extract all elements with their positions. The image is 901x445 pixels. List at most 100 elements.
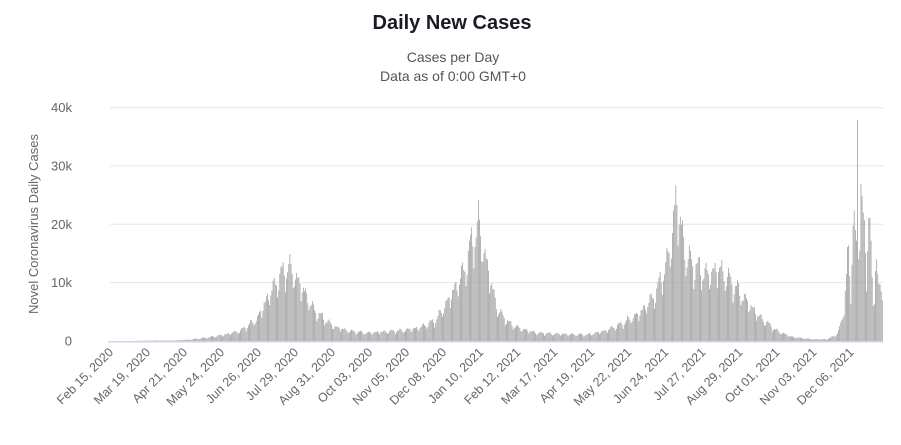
daily-cases-bar[interactable] [186,339,188,341]
daily-cases-bar[interactable] [722,271,724,341]
daily-cases-bar[interactable] [420,326,422,341]
daily-cases-bar[interactable] [589,333,590,341]
daily-cases-bar[interactable] [479,219,480,341]
daily-cases-bar[interactable] [372,333,374,341]
daily-cases-bar[interactable] [239,332,240,341]
daily-cases-bar[interactable] [486,259,488,341]
daily-cases-bar[interactable] [278,290,280,341]
daily-cases-bar[interactable] [326,322,328,341]
daily-cases-bar[interactable] [651,297,653,341]
daily-cases-bar[interactable] [701,289,703,341]
daily-cases-bar[interactable] [269,305,271,341]
daily-cases-bar[interactable] [600,332,602,341]
daily-cases-bar[interactable] [236,332,238,341]
daily-cases-bar[interactable] [675,185,677,341]
daily-cases-bar[interactable] [526,329,528,341]
daily-cases-bar[interactable] [535,333,536,341]
daily-cases-bar[interactable] [265,296,267,341]
daily-cases-bar[interactable] [672,232,673,341]
daily-cases-bar[interactable] [687,258,689,341]
daily-cases-bar[interactable] [198,339,200,341]
daily-cases-bar[interactable] [775,329,777,341]
daily-cases-bar[interactable] [679,216,681,341]
daily-cases-bar[interactable] [739,295,741,341]
daily-cases-bar[interactable] [306,293,308,341]
daily-cases-bar[interactable] [401,331,403,341]
daily-cases-bar[interactable] [398,330,400,341]
daily-cases-bar[interactable] [452,290,453,341]
daily-cases-bar[interactable] [641,309,643,341]
daily-cases-bar[interactable] [633,314,635,341]
daily-cases-bar[interactable] [546,333,548,341]
daily-cases-bar[interactable] [314,310,315,341]
daily-cases-bar[interactable] [774,329,775,341]
daily-cases-bar[interactable] [393,331,395,341]
daily-cases-bar[interactable] [194,338,195,341]
daily-cases-bar[interactable] [234,330,236,341]
daily-cases-bar[interactable] [803,339,805,341]
daily-cases-bar[interactable] [427,326,429,341]
daily-cases-bar[interactable] [837,333,838,341]
daily-cases-bar[interactable] [667,251,669,341]
daily-cases-bar[interactable] [824,339,826,341]
daily-cases-bar[interactable] [261,317,263,341]
daily-cases-bar[interactable] [264,301,266,341]
daily-cases-bar[interactable] [622,328,624,341]
daily-cases-bar[interactable] [378,332,379,341]
daily-cases-bar[interactable] [665,262,667,341]
daily-cases-bar[interactable] [547,333,549,341]
daily-cases-bar[interactable] [712,268,714,341]
daily-cases-bar[interactable] [787,336,789,341]
daily-cases-bar[interactable] [324,325,326,341]
daily-cases-bar[interactable] [473,268,475,341]
daily-cases-bar[interactable] [788,336,790,341]
daily-cases-bar[interactable] [248,325,249,341]
daily-cases-bar[interactable] [572,333,574,341]
daily-cases-bar[interactable] [172,340,174,341]
daily-cases-bar[interactable] [375,331,377,341]
daily-cases-bar[interactable] [213,336,214,341]
daily-cases-bar[interactable] [844,290,846,341]
daily-cases-bar[interactable] [241,328,243,341]
daily-cases-bar[interactable] [296,273,298,341]
daily-cases-bar[interactable] [639,315,641,341]
daily-cases-bar[interactable] [351,329,352,341]
daily-cases-bar[interactable] [798,337,800,341]
daily-cases-bar[interactable] [730,276,732,341]
daily-cases-bar[interactable] [738,283,740,341]
daily-cases-bar[interactable] [725,286,727,341]
daily-cases-bar[interactable] [758,316,760,341]
daily-cases-bar[interactable] [285,292,286,341]
daily-cases-bar[interactable] [655,302,657,341]
daily-cases-bar[interactable] [491,283,493,341]
daily-cases-bar[interactable] [379,334,381,341]
daily-cases-bar[interactable] [218,334,220,341]
daily-cases-bar[interactable] [811,339,812,341]
daily-cases-bar[interactable] [273,277,275,341]
daily-cases-bar[interactable] [826,339,828,341]
daily-cases-bar[interactable] [740,305,742,341]
daily-cases-bar[interactable] [414,328,415,341]
daily-cases-bar[interactable] [741,301,743,341]
daily-cases-bar[interactable] [476,221,478,341]
daily-cases-bar[interactable] [711,271,713,341]
daily-cases-bar[interactable] [384,331,386,341]
daily-cases-bar[interactable] [773,329,774,341]
daily-cases-bar[interactable] [617,324,618,341]
daily-cases-bar[interactable] [205,337,207,341]
daily-cases-bar[interactable] [507,320,508,341]
daily-cases-bar[interactable] [177,340,179,341]
daily-cases-bar[interactable] [880,291,882,341]
daily-cases-bar[interactable] [642,305,644,341]
daily-cases-bar[interactable] [434,327,436,341]
daily-cases-bar[interactable] [419,327,421,341]
daily-cases-bar[interactable] [405,330,406,341]
daily-cases-bar[interactable] [316,321,318,341]
daily-cases-bar[interactable] [388,333,390,341]
daily-cases-bar[interactable] [242,327,244,341]
daily-cases-bar[interactable] [618,323,620,341]
daily-cases-bar[interactable] [394,334,396,341]
daily-cases-bar[interactable] [477,200,479,341]
daily-cases-bar[interactable] [426,328,428,341]
daily-cases-bar[interactable] [196,338,198,341]
